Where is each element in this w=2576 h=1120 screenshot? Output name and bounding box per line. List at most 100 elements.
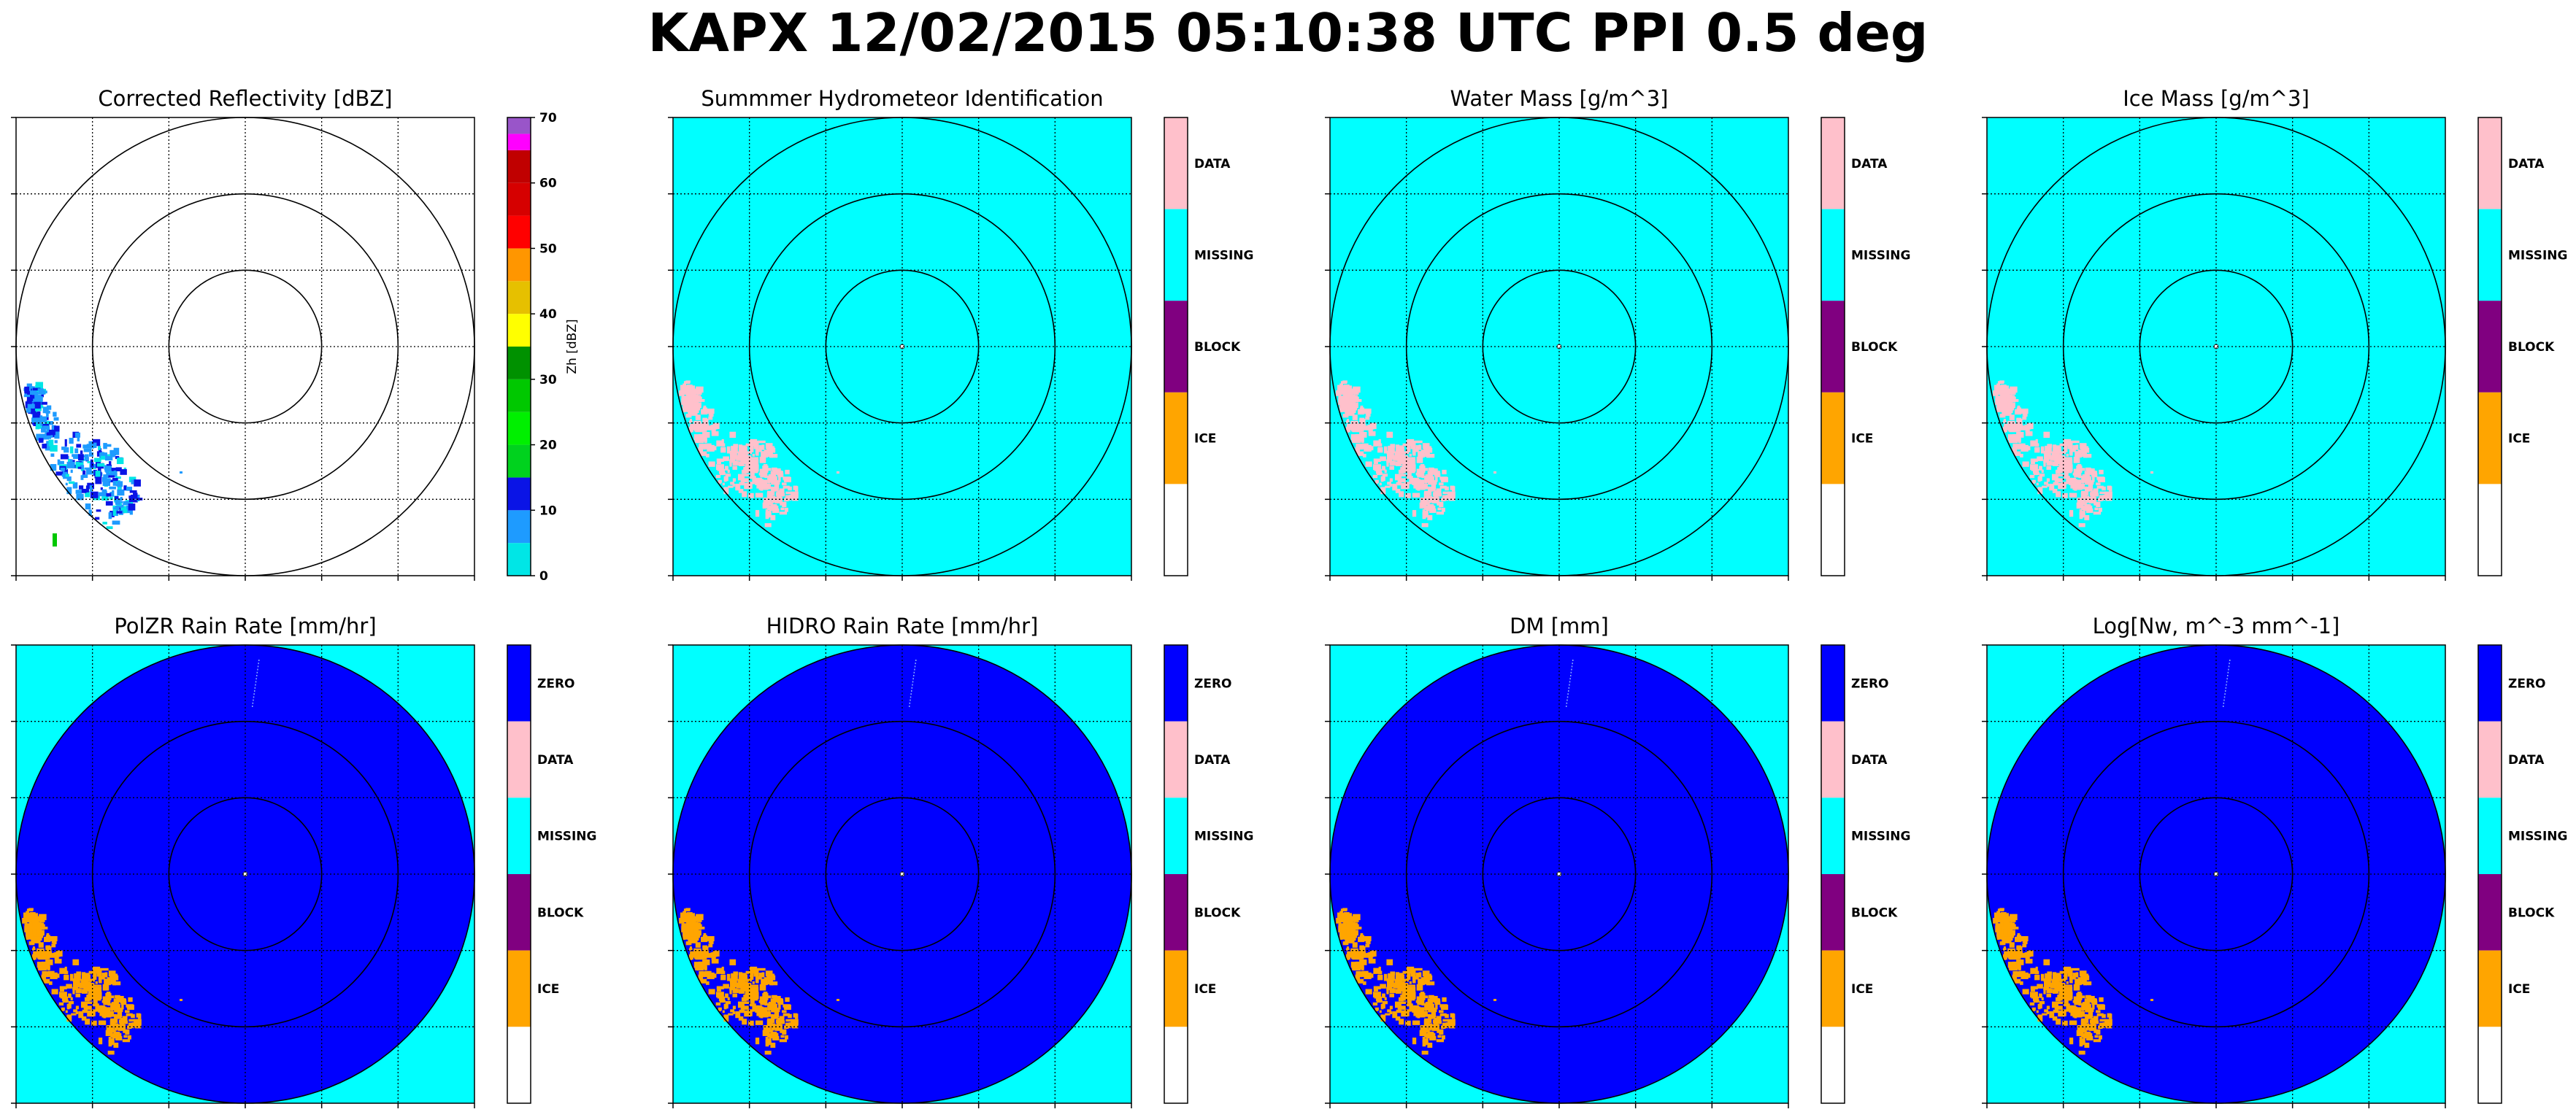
- echo-pixel: [2109, 1013, 2112, 1019]
- echo-pixel: [56, 973, 60, 978]
- echo-pixel: [772, 1035, 780, 1040]
- echo-pixel: [766, 502, 773, 506]
- echo-pixel: [698, 974, 704, 981]
- echo-pixel: [78, 1011, 83, 1019]
- echo-pixel: [2055, 469, 2061, 474]
- echo-pixel: [89, 485, 93, 493]
- colorbar-category: [1821, 117, 1845, 209]
- echo-pixel: [2010, 390, 2014, 393]
- clutter-pixel: [2227, 671, 2229, 673]
- echo-pixel: [683, 406, 686, 413]
- echo-pixel: [715, 474, 721, 479]
- echo-pixel: [2012, 971, 2018, 976]
- echo-pixel: [2079, 512, 2083, 520]
- clutter-pixel: [1572, 660, 1574, 661]
- echo-pixel: [738, 1016, 744, 1021]
- echo-pixel: [42, 425, 50, 430]
- echo-pixel: [2081, 475, 2088, 483]
- echo-pixel: [128, 503, 136, 511]
- echo-pixel: [1341, 408, 1349, 412]
- echo-pixel: [708, 943, 713, 948]
- echo-pixel: [2071, 976, 2076, 980]
- echo-pixel: [703, 932, 707, 937]
- echo-pixel: [2060, 994, 2065, 1000]
- clutter-pixel: [1568, 690, 1569, 692]
- clutter-pixel: [2225, 690, 2226, 692]
- echo-pixel: [72, 986, 79, 991]
- echo-pixel: [71, 1013, 77, 1016]
- colorbar-category: [2478, 645, 2502, 722]
- echo-pixel: [46, 932, 50, 937]
- echo-pixel: [37, 950, 42, 956]
- echo-pixel: [739, 1009, 745, 1013]
- echo-pixel: [2109, 486, 2112, 492]
- echo-pixel: [2099, 469, 2104, 475]
- echo-pixel: [2051, 451, 2059, 459]
- echo-pixel: [684, 385, 690, 392]
- echo-pixel: [1996, 406, 2000, 413]
- echo-pixel: [112, 478, 118, 481]
- echo-pixel: [772, 508, 780, 513]
- echo-pixel: [737, 978, 745, 986]
- echo-pixel: [1354, 389, 1359, 395]
- echo-pixel: [2053, 1003, 2058, 1008]
- echo-pixel: [738, 972, 743, 978]
- echo-pixel: [711, 431, 719, 436]
- echo-pixel: [2047, 981, 2050, 984]
- echo-pixel: [683, 383, 686, 387]
- echo-pixel: [2070, 1011, 2075, 1016]
- echo-pixel: [684, 408, 692, 412]
- echo-pixel: [737, 451, 745, 459]
- echo-pixel: [2071, 449, 2076, 452]
- echo-pixel: [778, 493, 785, 496]
- echo-pixel: [1395, 1016, 1401, 1021]
- echo-pixel: [745, 991, 750, 995]
- echo-pixel: [1368, 952, 1374, 957]
- echo-pixel: [766, 973, 771, 978]
- echo-pixel: [693, 420, 701, 424]
- echo-pixel: [722, 472, 726, 475]
- echo-pixel: [1352, 965, 1358, 970]
- range-ring: [168, 797, 323, 951]
- echo-pixel: [2065, 457, 2072, 460]
- echo-pixel: [1409, 981, 1412, 984]
- echo-pixel: [694, 951, 700, 959]
- echo-pixel: [685, 402, 691, 409]
- echo-pixel: [50, 444, 58, 452]
- echo-pixel: [1372, 1002, 1378, 1006]
- echo-pixel: [93, 973, 97, 980]
- echo-pixel: [82, 974, 91, 981]
- echo-pixel: [1427, 1031, 1430, 1037]
- echo-pixel: [2059, 463, 2064, 468]
- echo-pixel: [2069, 1038, 2074, 1045]
- echo-pixel: [2083, 1034, 2087, 1039]
- echo-pixel: [2084, 471, 2089, 479]
- echo-pixel: [2099, 1022, 2105, 1029]
- echo-pixel: [1408, 986, 1416, 995]
- echo-pixel: [1380, 456, 1386, 461]
- echo-pixel: [732, 460, 737, 466]
- echo-pixel: [1368, 426, 1373, 433]
- clutter-pixel: [255, 678, 257, 680]
- echo-pixel: [2021, 409, 2029, 414]
- echo-pixel: [1386, 460, 1389, 467]
- echo-pixel: [1365, 943, 1370, 948]
- echo-pixel: [88, 970, 95, 974]
- echo-pixel: [53, 939, 57, 945]
- colorbar-category-label: MISSING: [1851, 248, 1910, 263]
- echo-pixel: [1427, 515, 1433, 521]
- echo-pixel: [1405, 464, 1413, 469]
- echo-pixel: [2068, 994, 2072, 1000]
- echo-pixel: [1377, 468, 1383, 476]
- ppi-axes: [1982, 117, 2446, 581]
- echo-pixel: [38, 438, 44, 443]
- echo-pixel: [2075, 978, 2082, 986]
- echo-pixel: [1404, 1009, 1410, 1016]
- colorbar-category-label: DATA: [2508, 753, 2545, 768]
- range-ring: [2062, 193, 2370, 501]
- echo-pixel: [106, 526, 113, 530]
- echo-pixel: [2085, 981, 2092, 986]
- echo-pixel: [110, 1018, 118, 1023]
- echo-pixel: [699, 437, 707, 442]
- echo-pixel: [1377, 975, 1383, 981]
